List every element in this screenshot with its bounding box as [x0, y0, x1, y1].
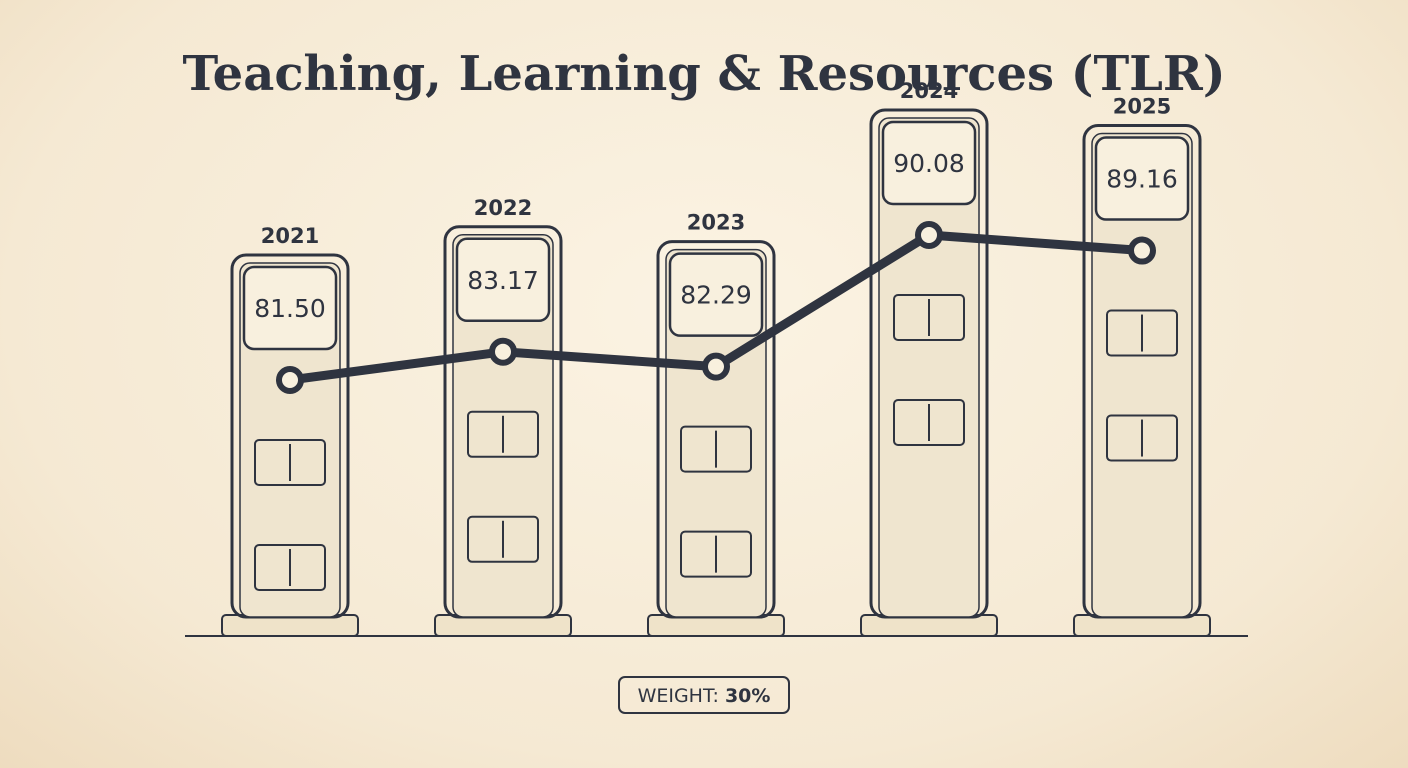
data-point	[702, 352, 730, 381]
value-box	[881, 120, 977, 206]
weight-text: WEIGHT: 30%	[638, 685, 771, 707]
line-layer	[276, 221, 1156, 394]
icon	[467, 410, 539, 458]
icon	[680, 530, 752, 578]
weight-label: WEIGHT:	[638, 685, 719, 707]
weight-value: 30%	[725, 685, 770, 707]
icon	[254, 544, 326, 591]
icon	[893, 399, 965, 446]
value-label: 89.16	[1106, 165, 1178, 194]
year-label: 2022	[474, 196, 532, 220]
value-box	[455, 237, 551, 323]
value-label: 82.29	[680, 281, 752, 310]
value-box	[668, 252, 764, 337]
value-label: 83.17	[467, 266, 539, 295]
data-point	[1128, 236, 1156, 265]
icon	[1106, 414, 1178, 462]
icon	[680, 425, 752, 473]
pillar	[1091, 132, 1193, 618]
icon	[893, 294, 965, 341]
icon	[254, 439, 326, 486]
chart-title: Teaching, Learning & Resources (TLR)	[182, 46, 1225, 102]
year-label: 2021	[261, 224, 319, 248]
value-box	[1094, 136, 1190, 221]
data-point	[276, 366, 304, 394]
data-point	[915, 221, 943, 249]
pillar	[878, 117, 980, 618]
year-label: 2023	[687, 211, 745, 235]
pillars: 81.50 2021 83.17 2022 82.29 2023 90.08 2024 89.1…	[221, 79, 1211, 637]
value-label: 81.50	[254, 294, 326, 323]
icon	[1106, 309, 1178, 357]
icon	[467, 515, 539, 563]
data-point	[489, 337, 517, 366]
value-box	[242, 265, 338, 351]
weight-box	[618, 676, 790, 714]
year-label: 2025	[1113, 95, 1171, 119]
value-label: 90.08	[893, 149, 965, 178]
year-label: 2024	[900, 79, 958, 103]
